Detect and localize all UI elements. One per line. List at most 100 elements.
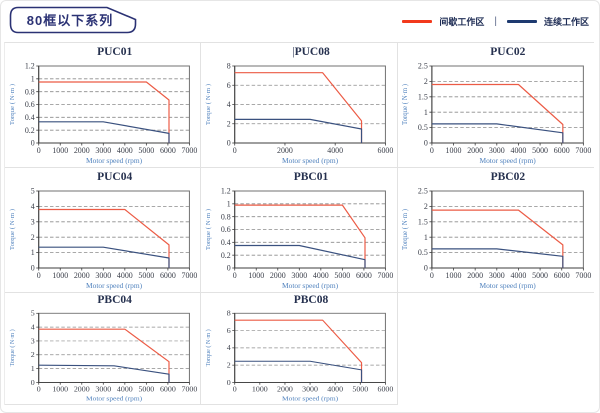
svg-text:2000: 2000 [467, 146, 483, 155]
tick-labels: 0 0.5 1 1.5 2 2.5 0 1000 2000 3000 4000 5000 6000 700… [418, 187, 591, 280]
svg-text:8: 8 [227, 309, 231, 318]
chart-cell-puc04: PUC04 0 1 2 3 4 5 0 1000 2000 3000 4000 5000 6000 700… [5, 168, 202, 293]
gridlines [235, 84, 386, 125]
svg-text:0.5: 0.5 [418, 123, 428, 132]
chart-title-puc02: PUC02 [490, 46, 526, 58]
x-axis-label: Motor speed (rpm) [86, 156, 143, 165]
svg-text:2000: 2000 [277, 385, 293, 394]
chart-title-puc04: PUC04 [97, 171, 133, 183]
svg-text:3: 3 [31, 217, 35, 226]
x-axis-label: Motor speed (rpm) [282, 395, 339, 403]
y-axis-label: Torque ( N·m ) [9, 209, 16, 250]
svg-text:6: 6 [227, 81, 231, 90]
svg-text:2.5: 2.5 [418, 62, 428, 71]
series-continuous [235, 118, 363, 143]
series-intermittent [431, 83, 564, 143]
svg-text:3000: 3000 [95, 385, 111, 394]
svg-text:2: 2 [31, 350, 35, 359]
svg-text:7000: 7000 [575, 271, 591, 280]
gridlines [38, 205, 190, 253]
svg-text:1.2: 1.2 [221, 187, 231, 196]
series-intermittent [235, 204, 366, 268]
chart-canvas-puc04: 0 1 2 3 4 5 0 1000 2000 3000 4000 5000 6000 7000 Torqu… [9, 187, 198, 290]
axes [431, 191, 584, 269]
chart-cell-pbc02: PBC02 0 0.5 1 1.5 2 2.5 0 1000 2000 3000 4000 5000 6… [397, 168, 594, 293]
svg-text:6000: 6000 [378, 146, 394, 155]
series-continuous [235, 360, 363, 383]
svg-text:0: 0 [233, 271, 237, 280]
svg-text:3000: 3000 [489, 146, 505, 155]
series-intermittent [38, 328, 170, 383]
svg-text:6: 6 [227, 326, 231, 335]
svg-text:1.5: 1.5 [418, 217, 428, 226]
chart-canvas-pbc08: 0 2 4 6 8 0 1000 2000 3000 4000 5000 6000 Torque ( N… [205, 309, 394, 403]
tick-labels: 0 1 2 3 4 5 0 1000 2000 3000 4000 5000 6000 7000 [31, 309, 198, 393]
svg-text:0: 0 [37, 385, 41, 394]
svg-text:1000: 1000 [249, 271, 265, 280]
chart-cell-puc01: PUC01 0 0.2 0.4 0.6 0.8 1 1.2 0 1000 2000 3000 4000… [5, 43, 202, 168]
svg-text:0.4: 0.4 [25, 113, 35, 122]
svg-text:0.6: 0.6 [25, 100, 35, 109]
svg-text:2000: 2000 [467, 271, 483, 280]
svg-text:0.8: 0.8 [221, 212, 231, 221]
svg-text:0: 0 [31, 139, 35, 148]
svg-text:4000: 4000 [510, 146, 526, 155]
svg-text:5000: 5000 [138, 271, 154, 280]
svg-text:4: 4 [227, 344, 231, 353]
svg-text:1000: 1000 [252, 385, 268, 394]
y-axis-label: Torque ( N·m ) [402, 209, 409, 250]
gridlines [235, 330, 386, 366]
svg-text:0.5: 0.5 [418, 248, 428, 257]
x-axis-label: Motor speed (rpm) [479, 281, 536, 290]
svg-text:2000: 2000 [74, 385, 90, 394]
svg-text:7000: 7000 [182, 146, 198, 155]
gridlines [431, 80, 584, 128]
chart-cell-pbc01: PBC01 0 0.2 0.4 0.6 0.8 1 1.2 0 1000 2000 3000 4000… [201, 168, 398, 293]
svg-text:0: 0 [424, 139, 428, 148]
series-intermittent [38, 81, 170, 143]
svg-text:7000: 7000 [182, 271, 198, 280]
series-continuous [235, 244, 366, 268]
x-axis-label: Motor speed (rpm) [86, 395, 143, 403]
plot-border [38, 312, 190, 383]
svg-text:1: 1 [227, 199, 231, 208]
series-intermittent [38, 208, 170, 268]
y-axis-label: Torque ( N·m ) [9, 84, 16, 125]
tick-labels: 0 0.5 1 1.5 2 2.5 0 1000 2000 3000 4000 5000 6000 700… [418, 62, 591, 155]
svg-text:6000: 6000 [553, 271, 569, 280]
svg-text:6000: 6000 [378, 385, 394, 394]
series-continuous [38, 121, 170, 143]
legend-separator: | [494, 15, 497, 27]
chart-canvas-pbc04: 0 1 2 3 4 5 0 1000 2000 3000 4000 5000 6000 7000 Torqu… [9, 309, 198, 403]
gridlines [38, 78, 190, 131]
y-axis-label: Torque ( N·m ) [205, 329, 212, 366]
svg-text:2: 2 [227, 361, 231, 370]
svg-text:3000: 3000 [95, 271, 111, 280]
svg-text:1: 1 [424, 233, 428, 242]
chart-canvas-puc08: 0 2 4 6 8 0 2000 4000 6000 Torque ( N·m ) Motor sp… [205, 62, 394, 165]
svg-text:8: 8 [227, 62, 231, 71]
chart-title-puc08: |PUC08 [292, 46, 330, 58]
svg-text:1.5: 1.5 [418, 92, 428, 101]
plot-border [431, 65, 584, 144]
svg-text:0.8: 0.8 [25, 87, 35, 96]
svg-text:0.2: 0.2 [221, 251, 231, 260]
x-axis-label: Motor speed (rpm) [86, 281, 143, 290]
legend-swatch-intermittent [402, 19, 433, 23]
x-axis-label: Motor speed (rpm) [282, 156, 339, 165]
svg-text:2: 2 [424, 77, 428, 86]
svg-text:5000: 5000 [532, 146, 548, 155]
svg-text:4000: 4000 [313, 271, 329, 280]
legend-label-intermittent: 间歇工作区 [439, 16, 485, 27]
chart-title-pbc02: PBC02 [490, 171, 526, 183]
svg-text:5000: 5000 [335, 271, 351, 280]
svg-text:4: 4 [227, 100, 231, 109]
svg-text:0: 0 [37, 146, 41, 155]
svg-text:2000: 2000 [74, 146, 90, 155]
svg-text:7000: 7000 [575, 146, 591, 155]
chart-canvas-pbc01: 0 0.2 0.4 0.6 0.8 1 1.2 0 1000 2000 3000 4000 5000 60… [205, 187, 393, 290]
svg-text:0: 0 [31, 264, 35, 273]
svg-text:3000: 3000 [95, 146, 111, 155]
chart-title-puc01: PUC01 [97, 46, 133, 58]
svg-text:1: 1 [31, 248, 35, 257]
